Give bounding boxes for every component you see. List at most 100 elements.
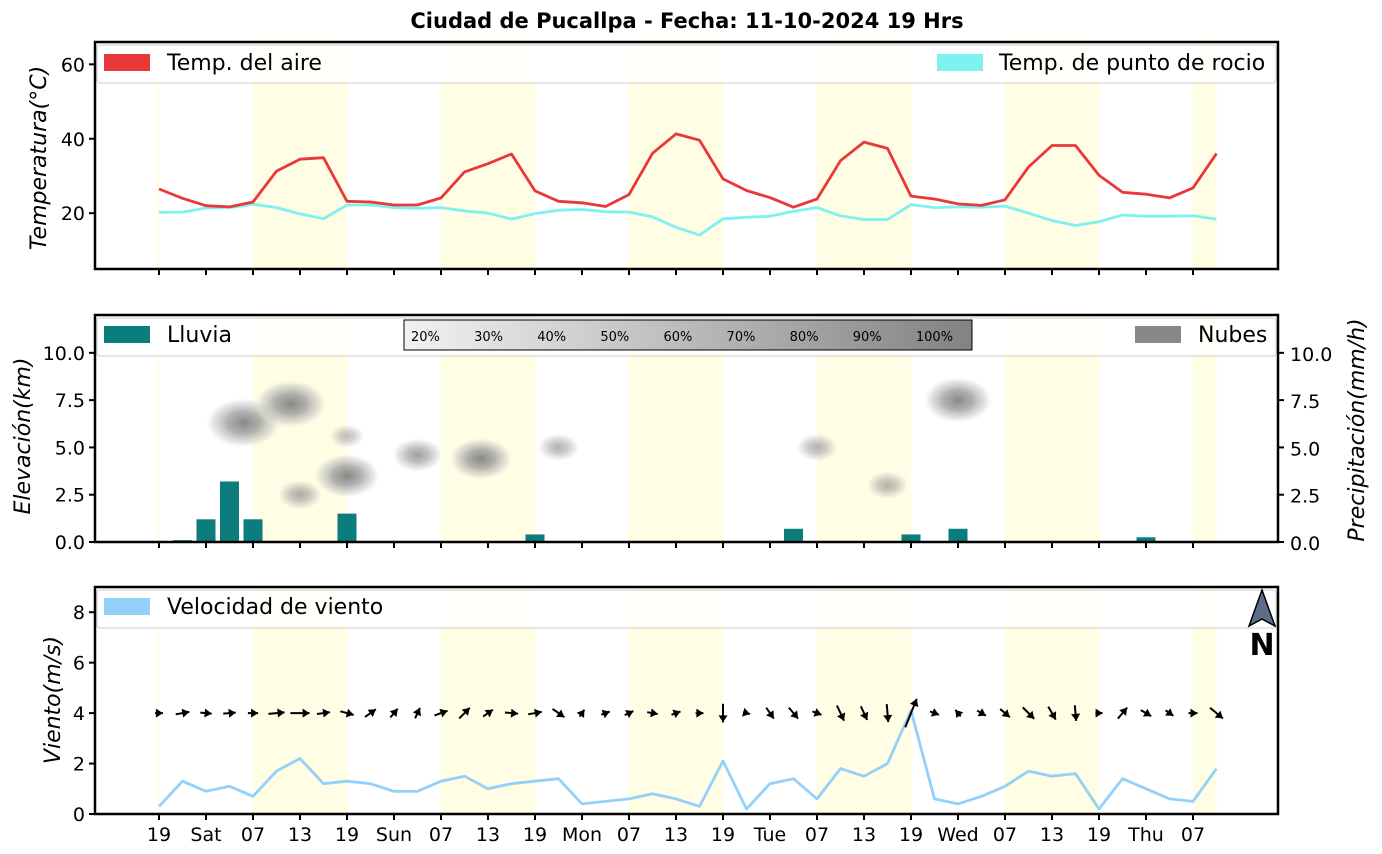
wind-direction-arrows [155,698,1224,728]
temperature-legend[interactable]: Temp. del aire Temp. de punto de rocio [96,44,1277,84]
wind-arrow [552,708,565,719]
wind-arrow [412,707,421,719]
panel-clouds-rain: 0.0 0.0 2.5 2.5 5.0 5.0 7.5 7.5 10.0 10.0 Elevaci… [11,313,1370,555]
wind-arrow [788,706,799,720]
y-tick-label: 0.0 [55,532,85,554]
arrow-head [1119,707,1128,716]
north-arrow-icon: N [1247,587,1277,663]
y-tick-label: 10.0 [43,343,85,365]
arrow-head [367,709,376,717]
wind-arrow [223,708,236,718]
y2-tick-label: 2.5 [1290,486,1320,508]
x-tick-labels: 19 Sat 07 13 19 Sun 07 13 19 Mon 07 13 19 Tue 07 13 19 We… [147,824,1205,846]
arrow-head [1001,709,1010,718]
arrow-head [930,708,939,717]
colorbar-label: 70% [727,330,756,345]
x-tick-label: Mon [562,824,602,846]
legend-swatch-air-temp [104,54,150,71]
x-tick-label: 13 [852,824,876,846]
wind-arrow [1209,706,1224,720]
cloud-cover-colorbar: 20% 30% 40% 50% 60% 70% 80% 90% 100% [403,319,973,351]
wind-legend[interactable]: Velocidad de viento [96,589,1277,629]
arrow-head [625,710,634,719]
wind-arrow [671,709,681,719]
temperature-lines [158,132,1218,237]
wind-arrow [482,708,494,718]
wind-arrow [1022,706,1035,720]
panel-temperature: 20 40 60 Temperatura(°C) Temp. del aire Te… [27,40,1280,275]
arrow-head [766,710,774,719]
arrow-head [389,708,398,717]
colorbar-label: 80% [790,330,819,345]
arrow-head [883,714,893,723]
arrow-head [1071,713,1081,721]
wind-arrow [576,709,586,718]
y-tick-label: 5.0 [55,437,85,459]
wind-arrow [155,708,163,718]
arrow-head [860,711,869,720]
wind-axis-label: Viento(m/s) [41,636,66,764]
wind-arrow [999,708,1011,718]
wind-arrow [1071,705,1081,721]
arrow-head [813,708,822,717]
arrow-head [1048,711,1057,720]
wind-arrow [340,708,354,718]
dew-point-line [158,202,1217,237]
arrow-head [977,708,986,717]
arrow-head [1165,708,1174,716]
wind-arrow [1140,708,1152,717]
rain-bar [948,528,968,542]
wind-arrow [695,708,704,718]
wind-arrow [1047,706,1057,721]
arrow-head [955,709,964,719]
legend-label-air-temp: Temp. del aire [166,51,322,76]
colorbar-label: 40% [537,330,566,345]
colorbar-label: 20% [411,330,440,345]
wind-arrow [1164,708,1175,717]
wind-arrow [1095,708,1103,718]
panel-wind: 0 2 4 6 8 Viento(m/s) Velocidad de viento N [41,585,1280,826]
air-temp-line [158,132,1218,209]
night-band [157,42,159,269]
x-tick-label: 07 [241,824,265,846]
temperature-axis-label: Temperatura(°C) [27,66,52,250]
rain-bar [220,481,239,542]
wind-arrow [200,708,212,718]
arrow-head [345,708,354,718]
rain-bar [525,534,545,542]
wind-arrow [434,708,448,718]
wind-arrow [812,708,822,717]
y-tick-label: 0 [73,804,85,826]
precipitation-axis-label: Precipitación(mm/h) [1345,318,1370,541]
arrow-head [534,708,542,718]
wind-speed-line [157,709,1218,811]
rain-bar [784,528,803,542]
wind-arrow [859,705,869,721]
wind-arrow [904,698,919,728]
colorbar-label: 50% [600,330,629,345]
legend-label-clouds: Nubes [1198,323,1267,348]
wind-arrow [954,709,964,719]
cloud-cell [254,379,327,428]
night-band [1193,587,1217,814]
wind-arrow [528,708,542,718]
y-tick-label: 40 [61,129,85,151]
x-tick-label: 07 [993,824,1017,846]
x-tick-label: Sun [376,824,412,846]
cloud-cell [866,471,909,500]
y-tick-label: 2.5 [55,485,85,507]
legend-box [96,589,1277,629]
x-tick-label: 07 [617,824,641,846]
cloud-cell [449,437,513,480]
rain-bars [173,481,1156,542]
rain-bar [901,534,921,542]
night-band [1193,42,1217,269]
cloud-cell [923,377,993,424]
compass-label: N [1249,628,1274,663]
arrow-head [1026,710,1035,719]
wind-arrow [1117,706,1128,720]
wind-arrow [600,709,611,719]
arrow-head [484,709,493,718]
y-tick-label: 7.5 [55,390,85,412]
